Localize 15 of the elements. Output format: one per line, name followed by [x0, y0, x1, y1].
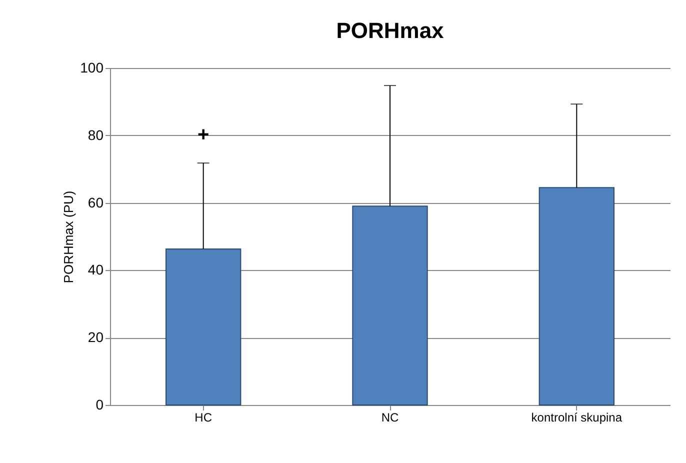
- bar: [538, 187, 614, 406]
- chart-title: PORHmax: [336, 18, 445, 43]
- bar: [352, 206, 428, 406]
- annotation: +: [197, 124, 210, 146]
- y-tick-label: 100: [80, 60, 104, 76]
- x-tick-label: HC: [194, 410, 212, 424]
- y-tick-label: 20: [88, 329, 104, 346]
- y-axis-title: PORHmax (PU): [61, 190, 76, 284]
- x-tick-label: NC: [381, 410, 399, 424]
- y-tick-label: 60: [88, 194, 104, 210]
- y-tick-label: 80: [88, 126, 104, 143]
- x-tick-label: kontrolní skupina: [531, 410, 622, 424]
- bar: [166, 248, 242, 406]
- y-tick-label: 40: [88, 262, 104, 278]
- y-tick-label: 0: [96, 396, 104, 412]
